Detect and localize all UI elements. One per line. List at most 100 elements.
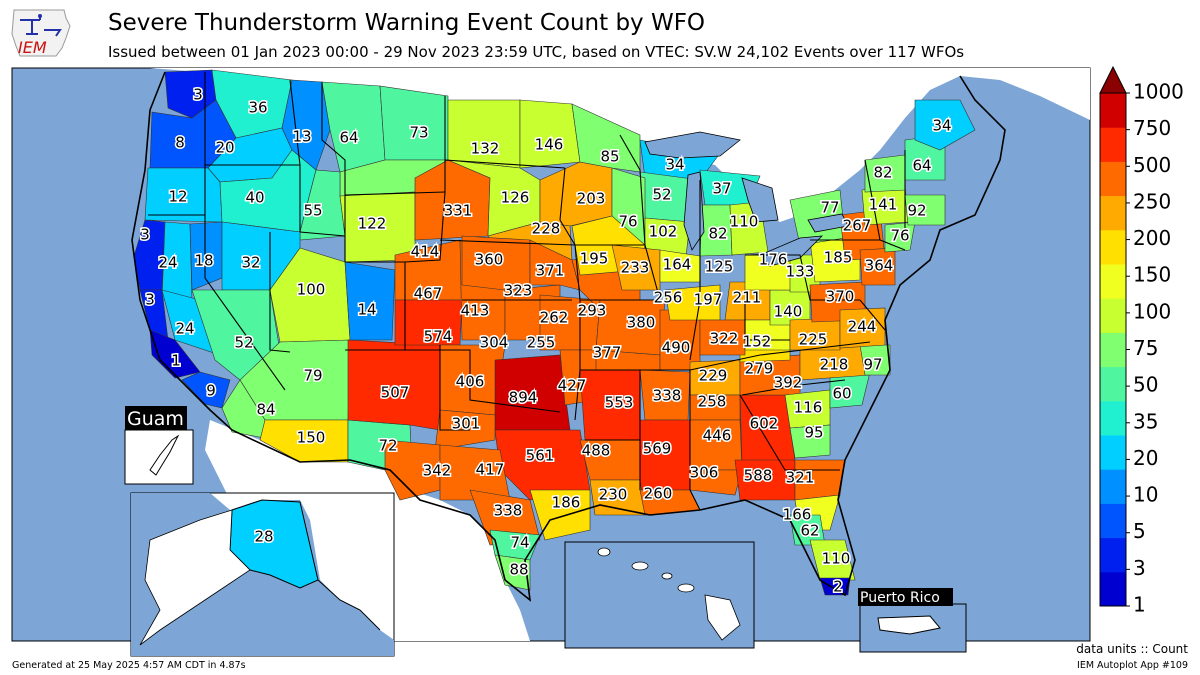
logo-text: IEM (18, 38, 47, 57)
wfo-count-label: 360 (475, 251, 504, 269)
wfo-count-label: 64 (912, 157, 931, 175)
wfo-count-label: 370 (826, 288, 855, 306)
colorbar-tick-label: 3 (1133, 556, 1146, 580)
wfo-count-label: 24 (175, 320, 194, 338)
colorbar-tick-label: 5 (1133, 519, 1146, 543)
great-lakes (644, 131, 849, 267)
wfo-count-label: 569 (643, 440, 672, 458)
colorbar-tick-label: 1 (1133, 593, 1146, 617)
wfo-count-label: 244 (848, 318, 877, 336)
wfo-count-label: 125 (705, 258, 734, 276)
wfo-count-label: 95 (804, 424, 823, 442)
puerto-rico-inset: Puerto Rico (858, 588, 967, 653)
wfo-count-label: 304 (480, 334, 509, 352)
colorbar-segment (1100, 298, 1126, 333)
wfo-count-label: 507 (381, 384, 410, 402)
wfo-count-label: 2 (833, 578, 843, 596)
colorbar-segment (1100, 503, 1126, 539)
wfo-count-label: 446 (703, 427, 732, 445)
wfo-count-label: 255 (527, 334, 556, 352)
state-boundaries (148, 72, 906, 511)
wfo-count-label: 380 (627, 314, 656, 332)
colorbar-extend-arrow (1099, 65, 1127, 94)
alaska-inset (130, 492, 395, 657)
wfo-count-label: 88 (509, 561, 528, 579)
iem-logo-graphic: IEM (11, 9, 71, 57)
wfo-count-label: 185 (824, 249, 853, 267)
map-title: Severe Thunderstorm Warning Event Count … (108, 10, 706, 36)
region-northeast (789, 99, 976, 286)
colorbar-tick-label: 200 (1133, 226, 1171, 250)
wfo-count-label: 260 (644, 485, 673, 503)
region-mid-south (579, 284, 721, 516)
generated-footer: Generated at 25 May 2025 4:57 AM CDT in … (12, 660, 246, 671)
wfo-count-label: 3 (140, 226, 150, 244)
wfo-count-label: 166 (783, 506, 812, 524)
wfo-count-label: 417 (476, 461, 505, 479)
wfo-count-label: 392 (774, 374, 803, 392)
wfo-count-label: 293 (578, 302, 607, 320)
wfo-count-label: 40 (245, 189, 264, 207)
wfo-count-label: 195 (580, 250, 609, 268)
region-california (133, 219, 301, 409)
wfo-count-label: 364 (865, 257, 894, 275)
wfo-count-label: 60 (832, 385, 851, 403)
wfo-count-label: 85 (600, 148, 619, 166)
colorbar-segment (1100, 264, 1126, 299)
wfo-count-label: 76 (890, 227, 909, 245)
colorbar-tick-label: 100 (1133, 299, 1171, 323)
wfo-count-label: 228 (532, 220, 561, 238)
wfo-count-label: 126 (501, 189, 530, 207)
wfo-count-label: 74 (510, 534, 529, 552)
wfo-count-label: 73 (409, 124, 428, 142)
wfo-count-label: 588 (744, 467, 773, 485)
wfo-count-label: 64 (339, 129, 358, 147)
wfo-count-label: 427 (558, 377, 587, 395)
region-pacific-nw (144, 69, 331, 233)
iem-logo: IEM (10, 4, 72, 60)
wfo-count-label: 3 (193, 86, 203, 104)
wfo-count-label: 279 (745, 360, 774, 378)
wfo-count-label: 100 (297, 281, 326, 299)
wfo-count-label: 413 (461, 302, 490, 320)
wfo-count-label: 488 (582, 442, 611, 460)
wfo-count-label: 574 (424, 328, 453, 346)
wfo-count-label: 36 (248, 99, 267, 117)
wfo-count-label: 82 (708, 225, 727, 243)
hawaii-inset (564, 541, 755, 649)
wfo-count-label: 28 (254, 528, 273, 546)
wfo-count-label: 20 (215, 139, 234, 157)
wfo-count-label: 229 (699, 367, 728, 385)
region-southwest (221, 247, 441, 471)
colorbar-segment (1100, 400, 1126, 436)
colorbar-tick-label: 1000 (1133, 80, 1184, 104)
wfo-count-label: 152 (743, 333, 772, 351)
wfo-count-label: 371 (536, 262, 565, 280)
wfo-count-label: 52 (234, 334, 253, 352)
wfo-count-label: 133 (786, 263, 815, 281)
wfo-count-label: 553 (605, 394, 634, 412)
wfo-count-label: 894 (509, 389, 538, 407)
wfo-count-label: 211 (733, 289, 762, 307)
coastline (131, 71, 1006, 602)
wfo-count-label: 32 (241, 254, 260, 272)
wfo-count-label: 132 (471, 140, 500, 158)
wfo-count-label: 34 (932, 117, 951, 135)
colorbar-segment (1100, 366, 1126, 402)
wfo-count-label: 467 (414, 285, 443, 303)
wfo-count-label: 116 (794, 399, 823, 417)
wfo-count-label: 342 (423, 462, 452, 480)
wfo-count-label: 262 (540, 309, 569, 327)
colorbar-tick-label: 20 (1133, 446, 1158, 470)
wfo-count-label: 141 (869, 196, 898, 214)
wfo-count-label: 561 (526, 447, 555, 465)
wfo-count-label: 258 (698, 393, 727, 411)
colorbar-segment (1100, 93, 1126, 128)
wfo-count-label: 79 (303, 367, 322, 385)
colorbar-segment (1100, 537, 1126, 573)
colorbar-segment (1100, 332, 1126, 368)
colorbar-segment (1100, 195, 1126, 231)
wfo-count-label: 55 (303, 202, 322, 220)
puerto-rico-label: Puerto Rico (860, 590, 940, 606)
